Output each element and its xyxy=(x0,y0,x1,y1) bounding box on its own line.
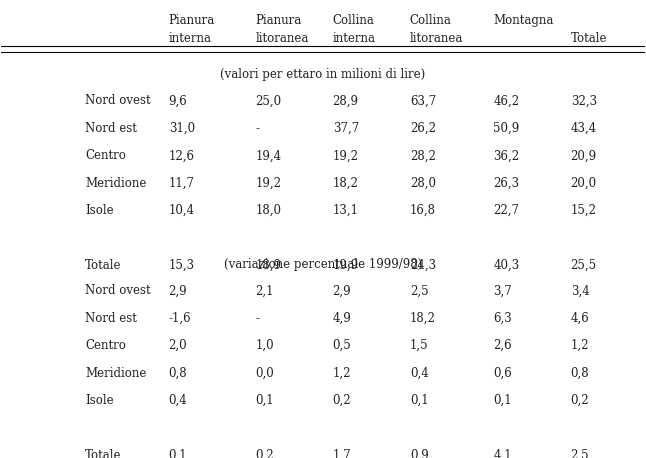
Text: 1,7: 1,7 xyxy=(333,449,351,458)
Text: 18,2: 18,2 xyxy=(333,177,359,190)
Text: 0,2: 0,2 xyxy=(570,394,589,407)
Text: Isole: Isole xyxy=(85,394,114,407)
Text: 28,9: 28,9 xyxy=(333,94,359,107)
Text: 0,9: 0,9 xyxy=(410,449,428,458)
Text: 2,5: 2,5 xyxy=(410,284,428,297)
Text: Centro: Centro xyxy=(85,149,126,162)
Text: 50,9: 50,9 xyxy=(494,122,519,135)
Text: 3,4: 3,4 xyxy=(570,284,589,297)
Text: 63,7: 63,7 xyxy=(410,94,436,107)
Text: 37,7: 37,7 xyxy=(333,122,359,135)
Text: 4,9: 4,9 xyxy=(333,312,351,325)
Text: 0,8: 0,8 xyxy=(570,367,589,380)
Text: 9,6: 9,6 xyxy=(169,94,187,107)
Text: 36,2: 36,2 xyxy=(494,149,519,162)
Text: 19,9: 19,9 xyxy=(333,259,359,272)
Text: 12,6: 12,6 xyxy=(169,149,194,162)
Text: 2,0: 2,0 xyxy=(169,339,187,352)
Text: 26,3: 26,3 xyxy=(494,177,519,190)
Text: litoranea: litoranea xyxy=(410,32,463,45)
Text: 26,2: 26,2 xyxy=(410,122,436,135)
Text: 20,9: 20,9 xyxy=(570,149,597,162)
Text: 16,8: 16,8 xyxy=(410,204,436,217)
Text: (variazione percentuale 1999/98): (variazione percentuale 1999/98) xyxy=(224,258,422,271)
Text: Meridione: Meridione xyxy=(85,177,147,190)
Text: Montagna: Montagna xyxy=(494,14,554,27)
Text: -1,6: -1,6 xyxy=(169,312,191,325)
Text: Collina: Collina xyxy=(333,14,375,27)
Text: 6,3: 6,3 xyxy=(494,312,512,325)
Text: Totale: Totale xyxy=(570,32,607,45)
Text: Totale: Totale xyxy=(85,259,121,272)
Text: (valori per ettaro in milioni di lire): (valori per ettaro in milioni di lire) xyxy=(220,68,426,81)
Text: -: - xyxy=(255,122,260,135)
Text: 1,0: 1,0 xyxy=(255,339,274,352)
Text: 15,2: 15,2 xyxy=(570,204,597,217)
Text: interna: interna xyxy=(333,32,375,45)
Text: 0,1: 0,1 xyxy=(169,449,187,458)
Text: 2,9: 2,9 xyxy=(169,284,187,297)
Text: 24,3: 24,3 xyxy=(410,259,436,272)
Text: Nord ovest: Nord ovest xyxy=(85,94,151,107)
Text: 10,4: 10,4 xyxy=(169,204,194,217)
Text: 22,7: 22,7 xyxy=(494,204,519,217)
Text: 46,2: 46,2 xyxy=(494,94,519,107)
Text: 0,2: 0,2 xyxy=(333,394,351,407)
Text: 0,4: 0,4 xyxy=(410,367,428,380)
Text: 0,1: 0,1 xyxy=(494,394,512,407)
Text: 3,7: 3,7 xyxy=(494,284,512,297)
Text: 0,2: 0,2 xyxy=(255,449,274,458)
Text: Nord est: Nord est xyxy=(85,122,137,135)
Text: 0,1: 0,1 xyxy=(255,394,274,407)
Text: 18,9: 18,9 xyxy=(255,259,282,272)
Text: Centro: Centro xyxy=(85,339,126,352)
Text: 2,1: 2,1 xyxy=(255,284,274,297)
Text: Pianura: Pianura xyxy=(255,14,302,27)
Text: 0,5: 0,5 xyxy=(333,339,351,352)
Text: 18,0: 18,0 xyxy=(255,204,282,217)
Text: 2,6: 2,6 xyxy=(494,339,512,352)
Text: 18,2: 18,2 xyxy=(410,312,435,325)
Text: 40,3: 40,3 xyxy=(494,259,519,272)
Text: 25,0: 25,0 xyxy=(255,94,282,107)
Text: 28,2: 28,2 xyxy=(410,149,435,162)
Text: 0,0: 0,0 xyxy=(255,367,274,380)
Text: -: - xyxy=(255,312,260,325)
Text: 0,6: 0,6 xyxy=(494,367,512,380)
Text: Nord ovest: Nord ovest xyxy=(85,284,151,297)
Text: 1,2: 1,2 xyxy=(333,367,351,380)
Text: 0,4: 0,4 xyxy=(169,394,187,407)
Text: 15,3: 15,3 xyxy=(169,259,194,272)
Text: 1,5: 1,5 xyxy=(410,339,428,352)
Text: 13,1: 13,1 xyxy=(333,204,359,217)
Text: Collina: Collina xyxy=(410,14,452,27)
Text: 4,1: 4,1 xyxy=(494,449,512,458)
Text: 32,3: 32,3 xyxy=(570,94,597,107)
Text: litoranea: litoranea xyxy=(255,32,309,45)
Text: 2,5: 2,5 xyxy=(570,449,589,458)
Text: 25,5: 25,5 xyxy=(570,259,597,272)
Text: 31,0: 31,0 xyxy=(169,122,194,135)
Text: Nord est: Nord est xyxy=(85,312,137,325)
Text: Totale: Totale xyxy=(85,449,121,458)
Text: 28,0: 28,0 xyxy=(410,177,436,190)
Text: 19,2: 19,2 xyxy=(255,177,282,190)
Text: 2,9: 2,9 xyxy=(333,284,351,297)
Text: 11,7: 11,7 xyxy=(169,177,194,190)
Text: 0,1: 0,1 xyxy=(410,394,428,407)
Text: 4,6: 4,6 xyxy=(570,312,589,325)
Text: 19,4: 19,4 xyxy=(255,149,282,162)
Text: Meridione: Meridione xyxy=(85,367,147,380)
Text: 1,2: 1,2 xyxy=(570,339,589,352)
Text: Isole: Isole xyxy=(85,204,114,217)
Text: 0,8: 0,8 xyxy=(169,367,187,380)
Text: 19,2: 19,2 xyxy=(333,149,359,162)
Text: interna: interna xyxy=(169,32,212,45)
Text: Pianura: Pianura xyxy=(169,14,215,27)
Text: 20,0: 20,0 xyxy=(570,177,597,190)
Text: 43,4: 43,4 xyxy=(570,122,597,135)
